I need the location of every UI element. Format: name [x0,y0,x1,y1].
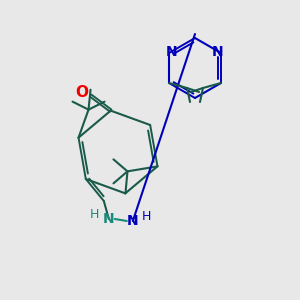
Text: N: N [212,45,224,59]
Text: N: N [166,45,178,59]
Text: O: O [75,85,88,100]
Text: N: N [127,214,139,228]
Text: H: H [90,208,100,221]
Text: N: N [103,212,115,226]
Text: H: H [142,211,152,224]
